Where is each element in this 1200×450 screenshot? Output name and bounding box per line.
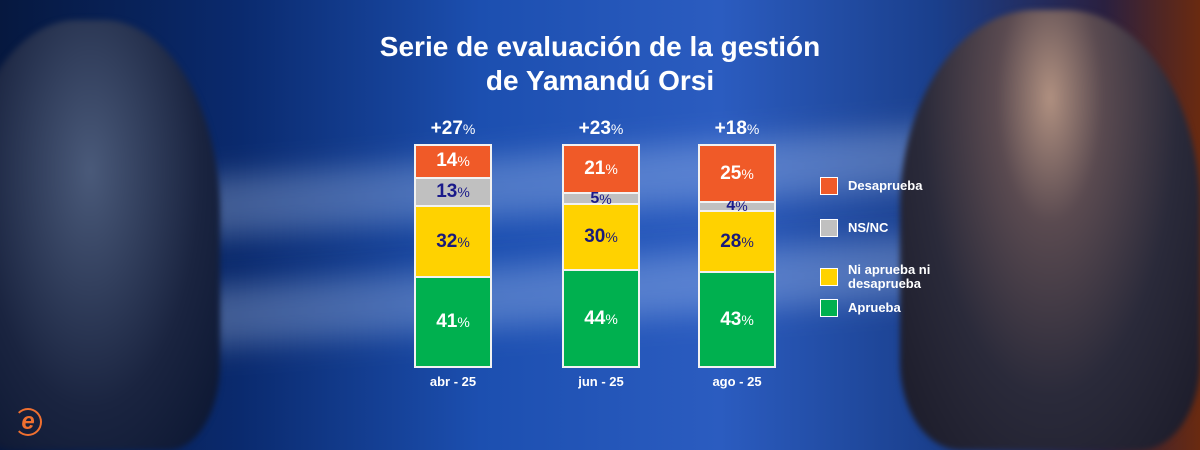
- bar-segment-ni-aprueba-ni-desaprueba: 28%: [700, 211, 774, 272]
- chart-title: Serie de evaluación de la gestión de Yam…: [0, 30, 1200, 98]
- bar-segment-ns-nc: 5%: [564, 190, 638, 207]
- legend-label: NS/NC: [848, 220, 889, 235]
- legend-swatch: [820, 219, 838, 237]
- value: 21: [584, 158, 606, 180]
- bar-0: 41% 32% 13% 14%: [414, 144, 492, 368]
- bar-segment-desaprueba: 14%: [416, 146, 490, 177]
- percent-sign: %: [605, 310, 618, 327]
- bar-segment-ns-nc: 4%: [700, 197, 774, 214]
- bar-segment-aprueba: 44%: [564, 271, 638, 366]
- left-person-photo: [0, 20, 220, 450]
- legend-swatch: [820, 177, 838, 195]
- legend-swatch: [820, 268, 838, 286]
- bar-segment-ni-aprueba-ni-desaprueba: 30%: [564, 205, 638, 270]
- bar-segment-desaprueba: 21%: [564, 146, 638, 193]
- legend-swatch: [820, 299, 838, 317]
- legend-item: Desaprueba: [820, 177, 922, 195]
- bar-segment-aprueba: 43%: [700, 273, 774, 366]
- category-label: abr - 25: [429, 374, 477, 389]
- category-label: jun - 25: [578, 374, 624, 389]
- bar-1: 44% 30% 5% 21%: [562, 144, 640, 368]
- percent-sign: %: [457, 233, 470, 250]
- percent-sign: %: [746, 121, 760, 137]
- percent-sign: %: [457, 184, 470, 201]
- percent-sign: %: [741, 233, 754, 250]
- value: 30: [584, 226, 606, 248]
- value: 28: [720, 230, 742, 252]
- legend-item: Aprueba: [820, 299, 901, 317]
- value: 4: [726, 197, 736, 215]
- bar-segment-aprueba: 41%: [416, 277, 490, 366]
- value: 25: [720, 162, 742, 184]
- percent-sign: %: [457, 313, 470, 330]
- percent-sign: %: [741, 311, 754, 328]
- value: +23: [578, 118, 611, 139]
- value: +18: [714, 118, 747, 139]
- percent-sign: %: [462, 121, 476, 137]
- value: 44: [584, 307, 606, 329]
- right-person-photo: [900, 10, 1200, 450]
- legend-label: Desaprueba: [848, 178, 923, 193]
- brand-logo-icon: e: [14, 408, 42, 436]
- percent-sign: %: [741, 165, 754, 182]
- bar-segment-ni-aprueba-ni-desaprueba: 32%: [416, 207, 490, 276]
- percent-sign: %: [610, 121, 624, 137]
- percent-sign: %: [457, 153, 470, 170]
- value: 32: [436, 230, 458, 252]
- percent-sign: %: [605, 161, 618, 178]
- value: 5: [590, 189, 600, 207]
- net-approval-label: +23%: [541, 118, 661, 140]
- value: 13: [436, 181, 458, 203]
- legend-label: Ni aprueba ni desaprueba: [848, 262, 931, 291]
- bar-segment-desaprueba: 25%: [700, 146, 774, 201]
- title-line-1: Serie de evaluación de la gestión: [379, 31, 821, 62]
- title-line-2: de Yamandú Orsi: [485, 65, 715, 96]
- bar-2: 43% 28% 4% 25%: [698, 144, 776, 368]
- category-label: ago - 25: [712, 374, 762, 389]
- net-approval-label: +18%: [677, 118, 797, 140]
- percent-sign: %: [735, 198, 748, 215]
- net-approval-label: +27%: [393, 118, 513, 140]
- legend-item: Ni aprueba ni desaprueba: [820, 263, 958, 291]
- bar-segment-ns-nc: 13%: [416, 178, 490, 206]
- percent-sign: %: [605, 229, 618, 246]
- legend-item: NS/NC: [820, 219, 888, 237]
- value: 14: [436, 150, 458, 172]
- value: 41: [436, 310, 458, 332]
- legend-label: Aprueba: [848, 300, 901, 315]
- value: +27: [430, 118, 463, 139]
- percent-sign: %: [599, 190, 612, 207]
- value: 43: [720, 308, 742, 330]
